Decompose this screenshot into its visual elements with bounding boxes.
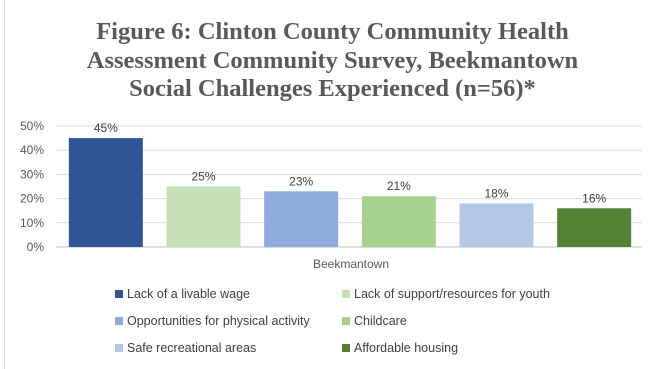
y-axis-ticks: 0% 10% 20% 30% 40% 50% bbox=[20, 119, 44, 254]
legend-label: Childcare bbox=[354, 314, 407, 328]
data-label-6: 16% bbox=[582, 191, 606, 205]
y-tick-label: 20% bbox=[20, 192, 44, 206]
legend-label: Opportunities for physical activity bbox=[127, 314, 310, 328]
y-tick-label: 40% bbox=[20, 143, 44, 157]
legend-swatch bbox=[115, 317, 123, 325]
y-tick-label: 50% bbox=[20, 119, 44, 133]
legend-swatch bbox=[342, 317, 350, 325]
legend-item-1: Lack of a livable wage bbox=[115, 287, 250, 301]
chart-title: Figure 6: Clinton County Community Healt… bbox=[10, 18, 655, 104]
data-label-5: 18% bbox=[484, 186, 508, 200]
bar-5 bbox=[459, 203, 534, 247]
x-axis-label: Beekmantown bbox=[313, 257, 389, 271]
y-tick-label: 30% bbox=[20, 167, 44, 181]
data-label-2: 25% bbox=[191, 170, 215, 184]
title-line-3: Social Challenges Experienced (n=56)* bbox=[129, 75, 536, 102]
bar-4 bbox=[361, 196, 436, 247]
title-line-2: Assessment Community Survey, Beekmantown bbox=[86, 46, 579, 74]
bar-3 bbox=[264, 191, 339, 247]
legend-label: Affordable housing bbox=[354, 341, 459, 355]
legend-swatch bbox=[115, 290, 123, 298]
data-label-4: 21% bbox=[387, 179, 411, 193]
gridlines bbox=[56, 125, 642, 248]
legend-swatch bbox=[342, 344, 350, 352]
data-label-1: 45% bbox=[94, 121, 118, 135]
legend-item-4: Childcare bbox=[342, 314, 407, 328]
title-line-1: Figure 6: Clinton County Community Healt… bbox=[96, 18, 569, 45]
bars bbox=[68, 138, 632, 247]
data-labels: 45% 25% 23% 21% 18% 16% bbox=[94, 121, 607, 205]
legend-item-5: Safe recreational areas bbox=[115, 341, 256, 355]
legend-item-6: Affordable housing bbox=[342, 341, 458, 355]
legend-label: Lack of support/resources for youth bbox=[354, 287, 550, 301]
data-label-3: 23% bbox=[289, 174, 313, 188]
legend-label: Lack of a livable wage bbox=[127, 287, 250, 301]
legend-item-2: Lack of support/resources for youth bbox=[342, 287, 550, 301]
y-tick-label: 0% bbox=[27, 240, 45, 254]
legend-swatch bbox=[115, 344, 123, 352]
y-tick-label: 10% bbox=[20, 216, 44, 230]
chart-frame-border bbox=[4, 0, 5, 369]
legend-item-3: Opportunities for physical activity bbox=[115, 314, 310, 328]
legend-label: Safe recreational areas bbox=[127, 341, 257, 355]
bar-6 bbox=[557, 208, 632, 247]
bar-1 bbox=[68, 138, 143, 247]
bar-2 bbox=[166, 186, 241, 247]
legend-swatch bbox=[342, 290, 350, 298]
